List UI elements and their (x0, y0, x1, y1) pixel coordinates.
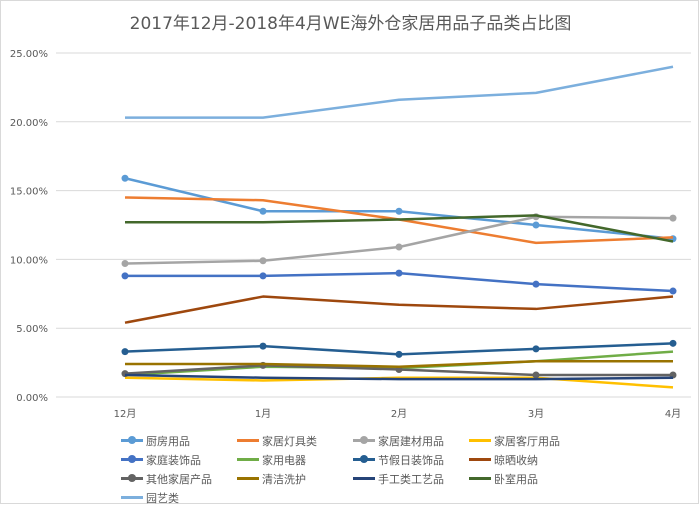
x-tick-label: 2月 (391, 408, 407, 420)
legend-label: 节假日装饰品 (378, 453, 444, 467)
legend-swatch (469, 477, 491, 480)
data-point (121, 272, 129, 280)
y-tick-label: 15.00% (10, 187, 48, 198)
legend-label: 其他家居产品 (146, 472, 212, 486)
legend-item: 家居客厅用品 (469, 431, 585, 450)
legend-label: 厨房用品 (146, 434, 190, 448)
legend-label: 家居灯具类 (262, 434, 317, 448)
series-line (124, 376, 674, 389)
y-tick-label: 0.00% (16, 393, 48, 404)
data-point (121, 348, 129, 356)
legend-swatch (237, 458, 259, 461)
legend-item: 家庭装饰品 (121, 450, 237, 469)
legend-swatch (237, 477, 259, 480)
legend-swatch (121, 474, 143, 482)
legend-label: 手工类工艺品 (378, 472, 444, 486)
legend-item: 卧室用品 (469, 469, 585, 488)
legend-label: 家庭装饰品 (146, 453, 201, 467)
y-tick-label: 10.00% (10, 255, 48, 266)
data-point (532, 371, 540, 379)
y-tick-label: 25.00% (10, 49, 48, 60)
data-point (259, 342, 267, 350)
line-chart: 0.00% 5.00% 10.00% 15.00% 20.00% 25.00% 12月 1月 2… (10, 49, 691, 420)
series-line (124, 295, 674, 324)
legend-item: 清洁洗护 (237, 469, 353, 488)
legend-swatch (469, 439, 491, 442)
data-point (395, 350, 403, 358)
data-point (669, 287, 677, 295)
x-tick-label: 3月 (528, 408, 544, 420)
data-point (395, 269, 403, 277)
data-point (121, 174, 129, 182)
legend-swatch (237, 439, 259, 442)
data-point (121, 260, 129, 268)
data-point (669, 339, 677, 347)
legend-label: 清洁洗护 (262, 472, 306, 486)
legend-swatch (121, 436, 143, 444)
data-point (532, 280, 540, 288)
legend-label: 卧室用品 (494, 472, 538, 486)
legend-label: 园艺类 (146, 491, 179, 505)
legend-label: 家居客厅用品 (494, 434, 560, 448)
legend-label: 家居建材用品 (378, 434, 444, 448)
legend: 厨房用品 家居灯具类 家居建材用品 家居客厅用品家庭装饰品 家用电器 节假日装饰品 晾晒收纳… (121, 431, 641, 507)
legend-item: 其他家居产品 (121, 469, 237, 488)
legend-swatch (353, 455, 375, 463)
legend-item: 家用电器 (237, 450, 353, 469)
legend-item: 园艺类 (121, 488, 237, 507)
legend-item: 厨房用品 (121, 431, 237, 450)
series-line (125, 65, 674, 119)
legend-item: 家居建材用品 (353, 431, 469, 450)
data-point (395, 243, 403, 251)
legend-swatch (353, 477, 375, 480)
chart-title: 2017年12月-2018年4月WE海外仓家居用品子品类占比图 (129, 14, 572, 34)
data-point (259, 207, 267, 215)
legend-item: 晾晒收纳 (469, 450, 585, 469)
y-tick-label: 5.00% (16, 324, 48, 335)
x-tick-label: 12月 (114, 408, 137, 420)
data-point (259, 272, 267, 280)
legend-item: 节假日装饰品 (353, 450, 469, 469)
data-point (259, 257, 267, 265)
legend-item: 家居灯具类 (237, 431, 353, 450)
legend-label: 家用电器 (262, 453, 306, 467)
x-tick-label: 4月 (665, 408, 681, 420)
data-point (669, 214, 677, 222)
x-tick-label: 1月 (255, 408, 271, 420)
series-line (124, 373, 674, 381)
legend-label: 晾晒收纳 (494, 453, 538, 467)
legend-swatch (121, 496, 143, 499)
data-point (532, 345, 540, 353)
data-point (395, 207, 403, 215)
y-tick-label: 20.00% (10, 118, 48, 129)
legend-swatch (353, 436, 375, 444)
legend-item: 手工类工艺品 (353, 469, 469, 488)
data-point (532, 221, 540, 229)
series-line (125, 214, 674, 243)
legend-swatch (121, 455, 143, 463)
series-line (125, 359, 673, 368)
legend-swatch (469, 458, 491, 461)
